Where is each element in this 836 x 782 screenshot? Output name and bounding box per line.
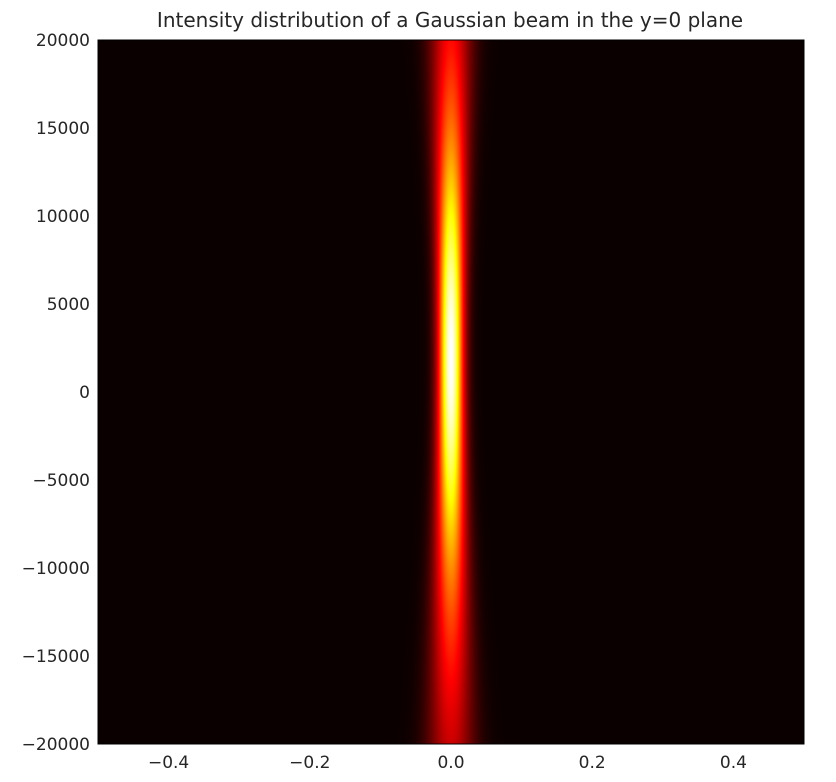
y-tick-label: −10000 <box>22 559 90 579</box>
chart-title: Intensity distribution of a Gaussian bea… <box>157 8 743 32</box>
plot-frame <box>97 39 805 745</box>
y-tick-label: −20000 <box>22 735 90 755</box>
y-tick-label: 10000 <box>36 207 90 227</box>
y-tick-label: 20000 <box>36 31 90 51</box>
y-tick-label: 0 <box>79 383 90 403</box>
y-tick-label: 15000 <box>36 119 90 139</box>
plot-area <box>97 39 805 745</box>
x-tick-label: 0.4 <box>720 753 747 773</box>
x-tick-label: 0.2 <box>579 753 606 773</box>
x-axis: −0.4 −0.2 0.0 0.2 0.4 <box>148 753 747 773</box>
y-tick-label: 5000 <box>47 295 90 315</box>
x-tick-label: 0.0 <box>437 753 464 773</box>
x-tick-label: −0.4 <box>148 753 189 773</box>
y-axis: 20000 15000 10000 5000 0 −5000 −10000 −15000 −20… <box>22 31 90 755</box>
y-tick-label: −5000 <box>32 471 90 491</box>
x-tick-label: −0.2 <box>289 753 330 773</box>
heatmap-image <box>98 40 804 744</box>
y-tick-label: −15000 <box>22 647 90 667</box>
